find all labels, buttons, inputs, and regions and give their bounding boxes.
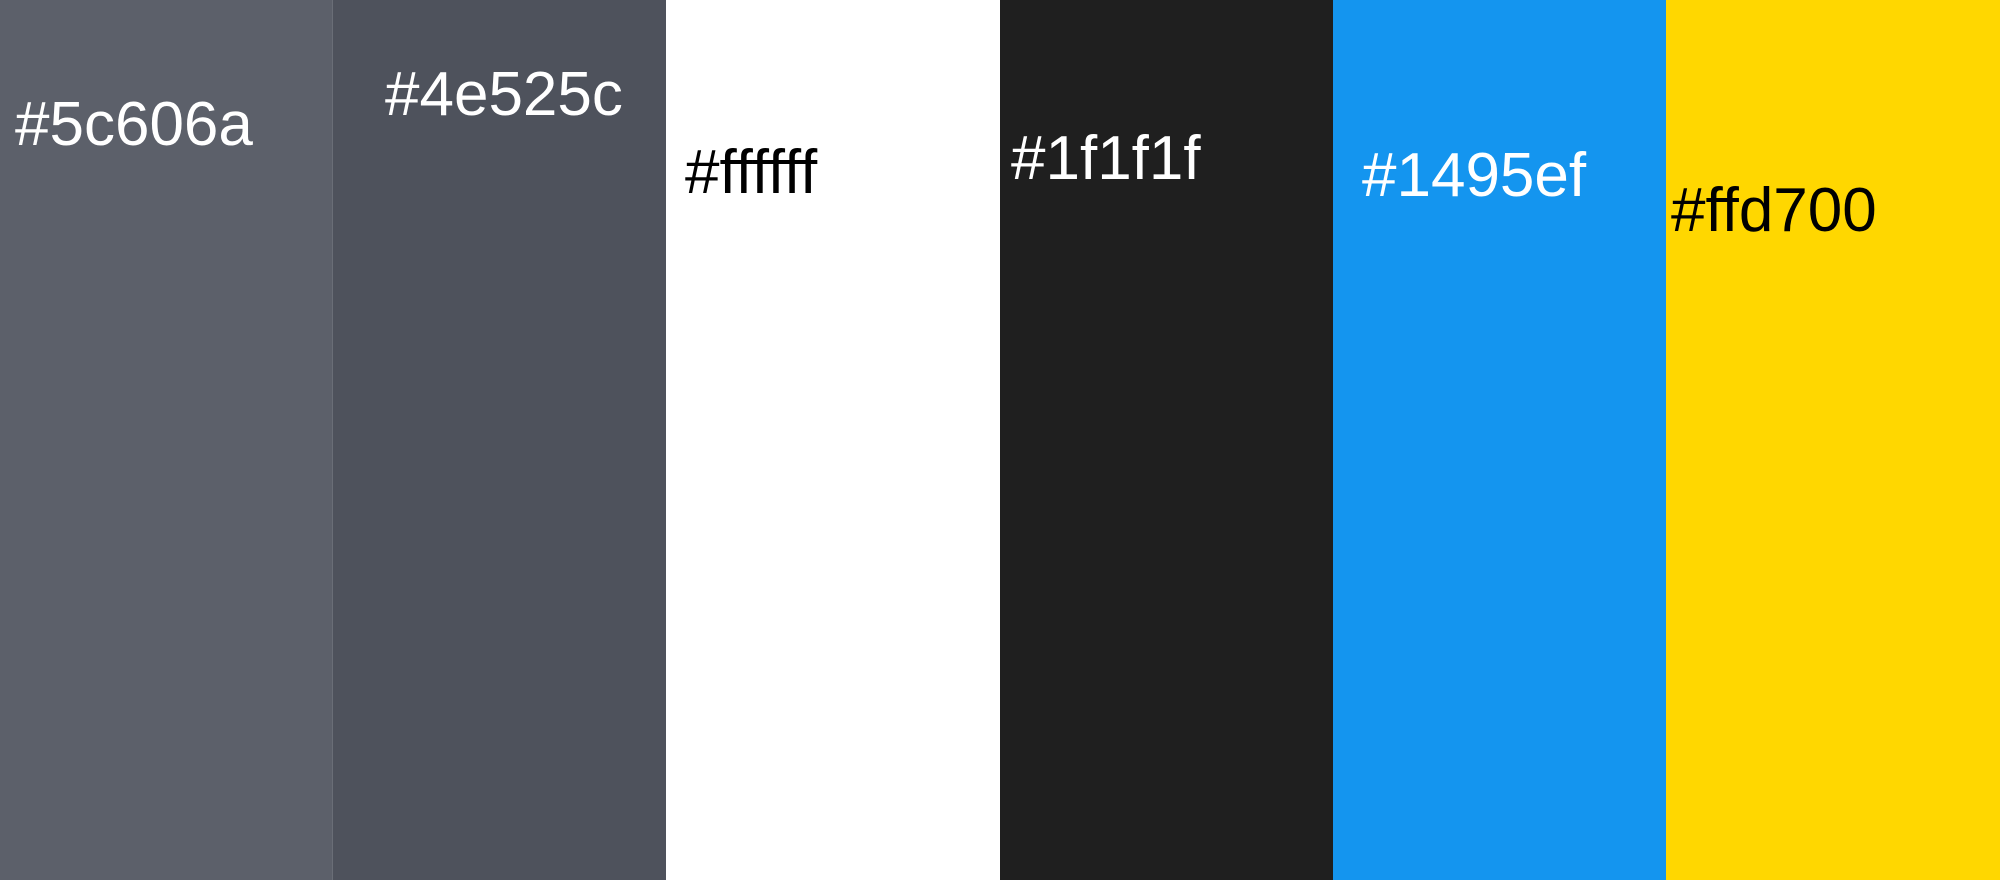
color-swatch-1: #5c606a [0, 0, 333, 880]
color-swatch-6: #ffd700 [1666, 0, 2000, 880]
swatch-hex-label-2: #4e525c [385, 60, 623, 129]
color-swatch-4: #1f1f1f [1000, 0, 1333, 880]
swatch-hex-label-5: #1495ef [1362, 141, 1587, 210]
color-swatch-5: #1495ef [1333, 0, 1666, 880]
swatch-hex-label-3: #ffffff [685, 138, 818, 207]
swatch-hex-label-4: #1f1f1f [1011, 124, 1201, 193]
color-swatch-2: #4e525c [333, 0, 666, 880]
swatch-hex-label-6: #ffd700 [1671, 176, 1877, 245]
color-swatch-3: #ffffff [666, 0, 1000, 880]
swatch-hex-label-1: #5c606a [15, 90, 253, 159]
